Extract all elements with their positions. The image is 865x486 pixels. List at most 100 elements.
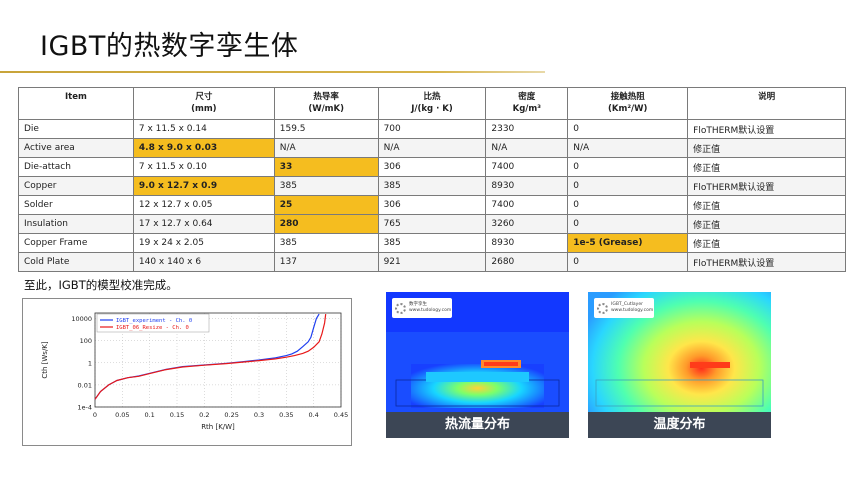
cell-conductivity: 159.5 (273, 119, 379, 139)
x-tick-label: 0.25 (224, 411, 238, 419)
series-line-2 (94, 314, 327, 400)
x-tick-label: 0.45 (334, 411, 348, 419)
header-conductivity: 热导率 (W/mK) (273, 87, 379, 120)
y-tick-label: 100 (80, 337, 92, 345)
y-tick-label: 1 (88, 359, 92, 367)
table-row: Die 7 x 11.5 x 0.14 159.5 700 2330 0 Flo… (18, 119, 846, 139)
cell-density: 2680 (485, 252, 569, 272)
cell-contact-resistance: 0 (567, 252, 689, 272)
cell-description: FloTHERM默认设置 (687, 252, 846, 272)
x-tick-label: 0.1 (144, 411, 154, 419)
header-specific-heat: 比热 J/(kg · K) (377, 87, 487, 120)
header-item: Item (18, 87, 134, 120)
cell-contact-resistance: 0 (567, 214, 689, 234)
legend-box (96, 313, 210, 333)
cell-size: 12 x 12.7 x 0.05 (132, 195, 275, 215)
cell-size-highlighted: 9.0 x 12.7 x 0.9 (132, 176, 275, 196)
page-title: IGBT的热数字孪生体 (40, 31, 299, 62)
x-tick-label: 0 (93, 411, 97, 419)
cell-specific-heat: 765 (377, 214, 487, 234)
cell-description: 修正值 (687, 195, 846, 215)
logo-badge: 数字孪生 www.tudology.com (392, 298, 452, 318)
cell-contact-resistance: 0 (567, 176, 689, 196)
cell-specific-heat: 700 (377, 119, 487, 139)
cell-conductivity: 137 (273, 252, 379, 272)
cell-specific-heat: N/A (377, 138, 487, 158)
calibration-note: 至此，IGBT的模型校准完成。 (24, 278, 178, 292)
chart-svg: 0 0.05 0.1 0.15 0.2 0.25 0.3 0.35 0.4 0.451000010… (41, 312, 348, 431)
cell-item: Active area (18, 138, 134, 158)
y-axis-label: Cth [Ws/K] (41, 341, 49, 379)
table-row: Solder 12 x 12.7 x 0.05 25 306 7400 0 修正… (18, 195, 846, 215)
cell-contact-resistance: 0 (567, 119, 689, 139)
x-tick-label: 0.4 (308, 411, 318, 419)
header-description: 说明 (687, 87, 846, 120)
table-header-row: Item 尺寸 (mm) 热导率 (W/mK) 比热 J/(kg · K) 密度 Kg/… (18, 87, 846, 120)
cell-density: 3260 (485, 214, 569, 234)
cell-item: Die-attach (18, 157, 134, 177)
cell-contact-resistance: N/A (567, 138, 689, 158)
x-tick-label: 0.3 (254, 411, 264, 419)
cell-conductivity-highlighted: 33 (273, 157, 379, 177)
cell-description: 修正值 (687, 138, 846, 158)
structure-function-chart: 0 0.05 0.1 0.15 0.2 0.25 0.3 0.35 0.4 0.45 10000 10… (22, 298, 352, 446)
cell-size: 17 x 12.7 x 0.64 (132, 214, 275, 234)
cell-density: 2330 (485, 119, 569, 139)
table-row: Insulation 17 x 12.7 x 0.64 280 765 3260… (18, 214, 846, 234)
temperature-simulation: IGBT_Cutlayer www.tudology.com 温度分布 (588, 292, 771, 438)
cell-description: 修正值 (687, 233, 846, 253)
cell-size-highlighted: 4.8 x 9.0 x 0.03 (132, 138, 275, 158)
cell-item: Die (18, 119, 134, 139)
logo-text: 数字孪生 www.tudology.com (409, 302, 452, 313)
cell-item: Insulation (18, 214, 134, 234)
cell-specific-heat: 306 (377, 195, 487, 215)
heat-flux-caption: 热流量分布 (386, 412, 569, 438)
x-tick-label: 0.15 (170, 411, 184, 419)
cell-contact-resistance: 0 (567, 195, 689, 215)
cell-specific-heat: 385 (377, 233, 487, 253)
cell-density: N/A (485, 138, 569, 158)
cell-specific-heat: 385 (377, 176, 487, 196)
cell-item: Copper (18, 176, 134, 196)
x-axis-label: Rth [K/W] (201, 423, 235, 431)
cell-item: Solder (18, 195, 134, 215)
title-underline (0, 71, 545, 73)
cell-conductivity-highlighted: 280 (273, 214, 379, 234)
x-tick-label: 0.05 (115, 411, 129, 419)
x-tick-label: 0.35 (279, 411, 293, 419)
cell-density: 7400 (485, 195, 569, 215)
cell-conductivity: N/A (273, 138, 379, 158)
legend-label: IGBT_06_Resize - Ch. 0 (116, 325, 189, 331)
cell-density: 8930 (485, 233, 569, 253)
cell-conductivity: 385 (273, 176, 379, 196)
cell-specific-heat: 921 (377, 252, 487, 272)
cell-size: 7 x 11.5 x 0.10 (132, 157, 275, 177)
cell-conductivity-highlighted: 25 (273, 195, 379, 215)
table-row: Cold Plate 140 x 140 x 6 137 921 2680 0 … (18, 252, 846, 272)
logo-text: IGBT_Cutlayer www.tudology.com (611, 302, 654, 313)
plot-frame (94, 312, 342, 408)
cell-size: 140 x 140 x 6 (132, 252, 275, 272)
logo-icon (395, 302, 406, 314)
cell-description: 修正值 (687, 157, 846, 177)
table-row: Active area 4.8 x 9.0 x 0.03 N/A N/A N/A… (18, 138, 846, 158)
cell-contact-resistance: 0 (567, 157, 689, 177)
cell-density: 8930 (485, 176, 569, 196)
header-density: 密度 Kg/m³ (485, 87, 569, 120)
cell-size: 7 x 11.5 x 0.14 (132, 119, 275, 139)
cell-density: 7400 (485, 157, 569, 177)
cell-contact-resistance-highlighted: 1e-5 (Grease) (567, 233, 689, 253)
y-tick-label: 10000 (71, 315, 92, 323)
cell-size: 19 x 24 x 2.05 (132, 233, 275, 253)
cell-conductivity: 385 (273, 233, 379, 253)
cell-description: FloTHERM默认设置 (687, 176, 846, 196)
x-tick-label: 0.2 (199, 411, 209, 419)
cell-item: Cold Plate (18, 252, 134, 272)
material-properties-table: Item 尺寸 (mm) 热导率 (W/mK) 比热 J/(kg · K) 密度 Kg/… (18, 87, 846, 272)
table-row: Copper 9.0 x 12.7 x 0.9 385 385 8930 0 F… (18, 176, 846, 196)
y-tick-label: 0.01 (78, 381, 92, 389)
heat-flux-simulation: 数字孪生 www.tudology.com 热流量分布 (386, 292, 569, 438)
legend-label: IGBT_experiment - Ch. 0 (116, 318, 192, 324)
table-row: Die-attach 7 x 11.5 x 0.10 33 306 7400 0… (18, 157, 846, 177)
temperature-caption: 温度分布 (588, 412, 771, 438)
